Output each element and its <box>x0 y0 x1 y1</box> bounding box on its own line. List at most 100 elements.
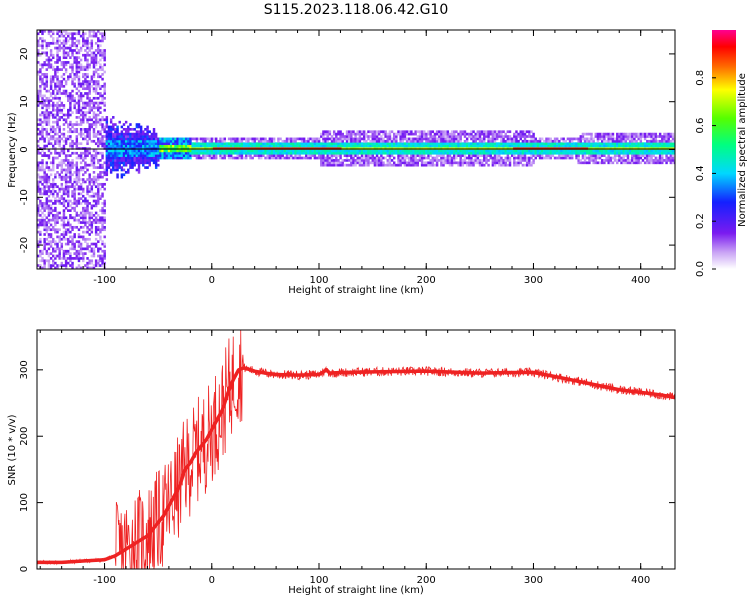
heatmap-cell <box>39 37 41 40</box>
heatmap-cell <box>303 140 305 143</box>
heatmap-cell <box>603 133 605 136</box>
heatmap-cell <box>73 226 75 229</box>
heatmap-cell <box>155 133 157 136</box>
heatmap-cell <box>56 83 58 86</box>
heatmap-cell <box>106 173 108 176</box>
heatmap-cell <box>103 226 105 229</box>
heatmap-cell <box>84 102 86 105</box>
heatmap-cell <box>635 133 637 136</box>
heatmap-cell <box>108 150 110 153</box>
heatmap-cell <box>277 145 279 148</box>
heatmap-cell <box>149 140 151 143</box>
heatmap-cell <box>153 159 155 162</box>
heatmap-cell <box>659 157 661 160</box>
heatmap-cell <box>299 138 301 141</box>
heatmap-cell <box>365 157 367 160</box>
heatmap-cell <box>41 138 43 141</box>
heatmap-cell <box>269 142 271 145</box>
heatmap-cell <box>447 152 449 155</box>
heatmap-cell <box>97 83 99 86</box>
heatmap-cell <box>82 257 84 260</box>
heatmap-cell <box>211 145 213 148</box>
heatmap-cell <box>230 152 232 155</box>
heatmap-cell <box>247 150 249 153</box>
heatmap-cell <box>95 42 97 45</box>
heatmap-cell <box>131 164 133 167</box>
heatmap-cell <box>382 142 384 145</box>
heatmap-cell <box>472 159 474 162</box>
heatmap-cell <box>71 202 73 205</box>
heatmap-cell <box>517 135 519 138</box>
heatmap-cell <box>69 247 71 250</box>
heatmap-cell <box>421 142 423 145</box>
heatmap-cell <box>140 140 142 143</box>
heatmap-cell <box>597 161 599 164</box>
heatmap-cell <box>241 152 243 155</box>
heatmap-cell <box>112 128 114 131</box>
heatmap-cell <box>543 142 545 145</box>
heatmap-cell <box>58 238 60 241</box>
heatmap-cell <box>434 145 436 148</box>
heatmap-cell <box>620 152 622 155</box>
heatmap-cell <box>520 135 522 138</box>
heatmap-cell <box>661 140 663 143</box>
heatmap-cell <box>69 63 71 66</box>
heatmap-cell <box>447 157 449 160</box>
heatmap-cell <box>93 63 95 66</box>
heatmap-cell <box>314 142 316 145</box>
heatmap-cell <box>492 161 494 164</box>
heatmap-cell <box>646 159 648 162</box>
heatmap-cell <box>597 150 599 153</box>
heatmap-cell <box>125 133 127 136</box>
heatmap-cell <box>78 176 80 179</box>
heatmap-cell <box>153 157 155 160</box>
heatmap-cell <box>71 240 73 243</box>
heatmap-cell <box>123 157 125 160</box>
heatmap-cell <box>56 47 58 50</box>
heatmap-cell <box>354 159 356 162</box>
heatmap-cell <box>485 152 487 155</box>
heatmap-cell <box>648 152 650 155</box>
heatmap-cell <box>603 142 605 145</box>
heatmap-cell <box>258 157 260 160</box>
heatmap-cell <box>67 238 69 241</box>
heatmap-cell <box>468 152 470 155</box>
heatmap-cell <box>417 130 419 133</box>
heatmap-cell <box>73 104 75 107</box>
heatmap-cell <box>605 152 607 155</box>
heatmap-cell <box>665 157 667 160</box>
heatmap-cell <box>449 161 451 164</box>
heatmap-cell <box>389 154 391 157</box>
heatmap-cell <box>95 118 97 121</box>
heatmap-cell <box>610 152 612 155</box>
heatmap-cell <box>58 128 60 131</box>
heatmap-cell <box>535 154 537 157</box>
heatmap-cell <box>181 145 183 148</box>
heatmap-cell <box>63 114 65 117</box>
heatmap-cell <box>86 135 88 138</box>
heatmap-cell <box>361 161 363 164</box>
heatmap-cell <box>224 154 226 157</box>
heatmap-cell <box>65 259 67 262</box>
heatmap-cell <box>129 150 131 153</box>
heatmap-cell <box>363 154 365 157</box>
heatmap-cell <box>444 150 446 153</box>
heatmap-cell <box>41 212 43 215</box>
heatmap-cell <box>123 169 125 172</box>
heatmap-cell <box>78 157 80 160</box>
heatmap-cell <box>99 102 101 105</box>
heatmap-cell <box>54 183 56 186</box>
heatmap-cell <box>101 140 103 143</box>
heatmap-cell <box>384 145 386 148</box>
heatmap-cell <box>46 133 48 136</box>
heatmap-cell <box>95 114 97 117</box>
heatmap-cell <box>327 154 329 157</box>
heatmap-cell <box>99 236 101 239</box>
heatmap-cell <box>470 142 472 145</box>
heatmap-cell <box>93 61 95 64</box>
heatmap-cell <box>50 63 52 66</box>
heatmap-cell <box>88 80 90 83</box>
heatmap-cell <box>241 142 243 145</box>
heatmap-cell <box>412 142 414 145</box>
heatmap-cell <box>82 209 84 212</box>
